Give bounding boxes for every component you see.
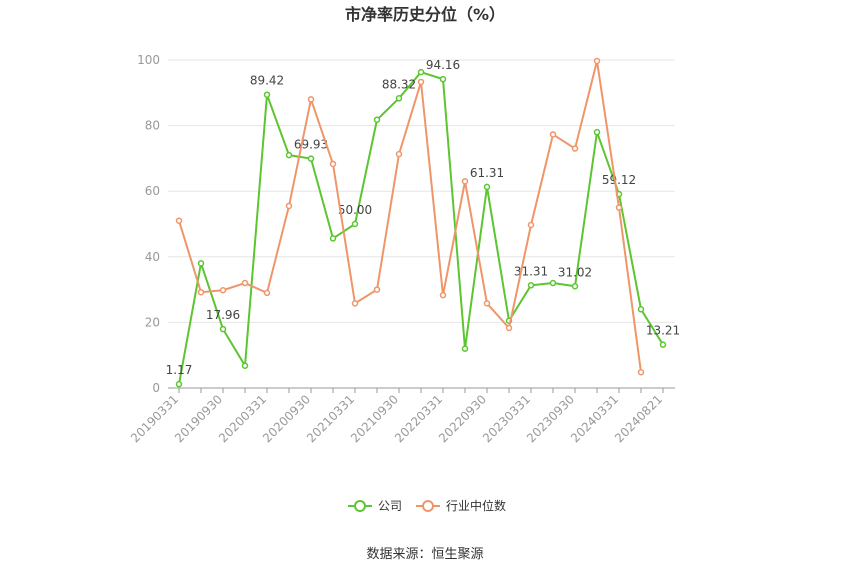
point xyxy=(263,91,271,98)
point xyxy=(593,57,601,65)
point xyxy=(417,68,425,76)
point xyxy=(351,220,359,228)
point xyxy=(549,279,557,287)
series-line xyxy=(178,60,642,373)
data-label: 31.31 xyxy=(514,264,548,278)
point xyxy=(241,362,249,369)
point xyxy=(329,235,337,242)
point xyxy=(395,95,403,102)
point xyxy=(219,287,227,294)
point xyxy=(571,283,579,290)
point xyxy=(439,75,447,83)
point xyxy=(219,325,227,333)
point xyxy=(417,78,425,86)
point xyxy=(549,131,557,138)
point xyxy=(615,204,623,211)
y-tick-label: 80 xyxy=(145,119,160,133)
data-label: 89.42 xyxy=(250,74,284,88)
y-tick-label: 40 xyxy=(145,250,160,264)
data-label: 50.00 xyxy=(338,203,372,217)
point xyxy=(593,128,601,136)
point xyxy=(307,155,315,162)
point xyxy=(527,221,535,229)
point xyxy=(285,151,293,159)
point xyxy=(461,178,469,185)
data-label: 88.32 xyxy=(382,77,416,91)
point xyxy=(483,300,491,307)
x-tick-label: 20240821 xyxy=(612,392,665,445)
y-tick-label: 0 xyxy=(152,381,160,395)
series-line xyxy=(178,70,664,385)
data-label: 69.93 xyxy=(294,138,328,152)
data-label: 17.96 xyxy=(206,308,240,322)
point xyxy=(571,145,579,152)
legend-label: 行业中位数 xyxy=(446,498,506,513)
point xyxy=(373,286,381,293)
point xyxy=(637,369,645,376)
chart-title: 市净率历史分位（%） xyxy=(345,5,505,24)
point xyxy=(307,96,315,103)
point xyxy=(505,324,513,332)
y-tick-label: 60 xyxy=(145,184,160,198)
point xyxy=(395,150,403,158)
point xyxy=(527,282,535,289)
data-label: 94.16 xyxy=(426,58,460,72)
point xyxy=(263,289,271,297)
point xyxy=(241,279,249,287)
point xyxy=(197,288,205,296)
point xyxy=(285,202,293,210)
data-label: 13.21 xyxy=(646,324,680,338)
point xyxy=(659,341,667,348)
legend-label: 公司 xyxy=(378,499,402,513)
y-tick-label: 20 xyxy=(145,315,160,329)
source: 数据来源：恒生聚源 xyxy=(366,547,483,562)
point xyxy=(439,291,447,299)
legend-marker xyxy=(422,500,434,512)
data-label: 59.12 xyxy=(602,173,636,187)
point xyxy=(329,160,337,168)
data-label: 31.02 xyxy=(558,265,592,279)
legend-marker xyxy=(354,500,366,512)
y-tick-label: 100 xyxy=(137,53,160,67)
point xyxy=(373,116,381,123)
point xyxy=(483,183,491,191)
data-label: 61.31 xyxy=(470,166,504,180)
point xyxy=(175,217,183,224)
point xyxy=(175,380,183,388)
point xyxy=(461,345,469,352)
data-label: 1.17 xyxy=(166,363,193,377)
point xyxy=(637,306,645,313)
point xyxy=(197,260,205,267)
point xyxy=(351,300,359,307)
